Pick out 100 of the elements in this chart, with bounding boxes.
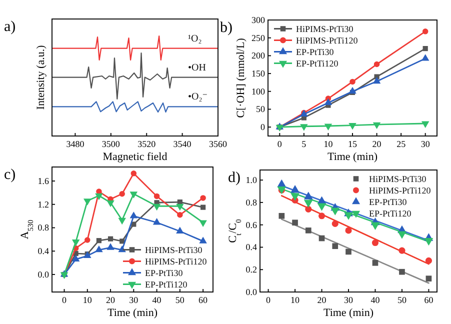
point <box>176 226 184 234</box>
x-axis-title: Magnetic field <box>102 151 168 163</box>
y-tick-label: 50 <box>256 104 266 114</box>
x-tick-label: 10 <box>82 295 92 305</box>
legend-label: HiPIMS-PtTi120 <box>296 35 358 46</box>
point <box>120 238 125 244</box>
x-tick-label: 30 <box>129 295 139 305</box>
point <box>318 212 326 220</box>
legend-label: HiPIMS-PtTi120 <box>145 256 208 266</box>
x-axis-title: Time (min) <box>107 307 158 319</box>
legend-label: EP-PtTi30 <box>369 196 408 207</box>
point <box>84 198 92 206</box>
y-tick-label: 0.8 <box>38 222 50 233</box>
point <box>305 228 312 234</box>
point <box>374 61 380 68</box>
point <box>300 124 308 131</box>
chart-title: b) <box>220 20 232 36</box>
y-tick-label: 1.6 <box>38 176 50 186</box>
x-tick-label: 10 <box>324 139 334 149</box>
point <box>422 46 428 52</box>
point <box>330 208 340 216</box>
point <box>426 276 432 282</box>
y-tick-label: 0.8 <box>246 197 258 208</box>
series-label: •O₂⁻ <box>188 92 208 103</box>
legend-label: EP-PtTi30 <box>296 46 334 57</box>
point <box>421 121 430 128</box>
x-tick-label: 0 <box>62 295 68 305</box>
y-axis-title: Intensity (a.u.) <box>35 44 47 110</box>
point <box>348 123 356 130</box>
legend-label: HiPIMS-PtTi30 <box>369 174 427 184</box>
point <box>200 195 206 201</box>
series-label: ¹O₂ <box>188 33 202 44</box>
point <box>324 98 332 106</box>
point <box>199 236 207 244</box>
point <box>317 203 326 211</box>
y-tick-label: 0.0 <box>38 269 50 280</box>
y-tick-label: 0.0 <box>246 287 258 297</box>
x-tick-label: 20 <box>317 295 327 305</box>
x-tick-label: 60 <box>198 295 208 305</box>
x-tick-label: 15 <box>348 139 358 149</box>
x-tick-label: 3540 <box>173 139 192 149</box>
y-tick-label: 150 <box>252 68 266 79</box>
point <box>106 200 114 208</box>
point <box>372 76 381 84</box>
point <box>130 192 138 198</box>
point <box>425 257 432 264</box>
point <box>176 204 184 211</box>
y-tick-label: 100 <box>252 86 266 96</box>
point <box>421 54 430 61</box>
x-tick-label: 30 <box>344 295 354 305</box>
point <box>424 238 434 246</box>
point <box>278 212 285 219</box>
point <box>154 193 160 200</box>
point <box>332 220 338 228</box>
point <box>372 122 381 130</box>
x-tick-label: 40 <box>370 295 380 305</box>
point <box>95 245 103 252</box>
y-tick-label: 0 <box>260 122 266 132</box>
x-tick-label: 20 <box>106 295 116 305</box>
point <box>130 170 137 176</box>
point <box>96 238 102 244</box>
legend-label: HiPIMS-PtTi120 <box>369 185 432 196</box>
chart-title: d) <box>228 170 240 186</box>
point <box>304 200 313 208</box>
point <box>290 193 300 201</box>
x-tick-label: 30 <box>420 139 430 149</box>
x-tick-label: 40 <box>152 295 162 305</box>
y-tick-label: 200 <box>252 50 266 61</box>
x-tick-label: 50 <box>175 295 185 305</box>
y-tick-label: 0.2 <box>246 264 257 275</box>
y-axis-title: C[·OH] (mmol/L) <box>235 38 247 118</box>
y-tick-label: 1.0 <box>246 175 258 186</box>
point <box>304 192 313 200</box>
point <box>177 212 183 218</box>
point <box>344 212 353 220</box>
x-tick-label: 3480 <box>66 139 85 149</box>
chart-title: c) <box>4 167 16 183</box>
point <box>317 196 326 204</box>
x-tick-label: 3500 <box>102 139 120 149</box>
legend-label: HiPIMS-PtTi30 <box>145 244 203 255</box>
x-tick-label: 60 <box>424 295 434 305</box>
point <box>84 237 90 243</box>
y-tick-label: 250 <box>252 32 266 43</box>
point <box>290 185 300 193</box>
legend-label: HiPIMS-PtTi30 <box>296 24 354 34</box>
y-tick-label: 0.6 <box>246 220 258 230</box>
point <box>72 254 80 262</box>
point <box>118 218 126 225</box>
legend-label: EP-PtTi120 <box>296 58 339 68</box>
point <box>119 191 125 197</box>
point <box>152 204 161 211</box>
point <box>398 247 406 254</box>
point <box>346 248 352 255</box>
point <box>152 218 161 225</box>
y-tick-label: 0.4 <box>38 246 50 256</box>
x-tick-label: 3520 <box>138 139 156 149</box>
point <box>348 86 356 94</box>
point <box>200 204 206 210</box>
x-tick-label: 50 <box>397 295 407 305</box>
legend-label: EP-PtTi30 <box>145 268 184 278</box>
